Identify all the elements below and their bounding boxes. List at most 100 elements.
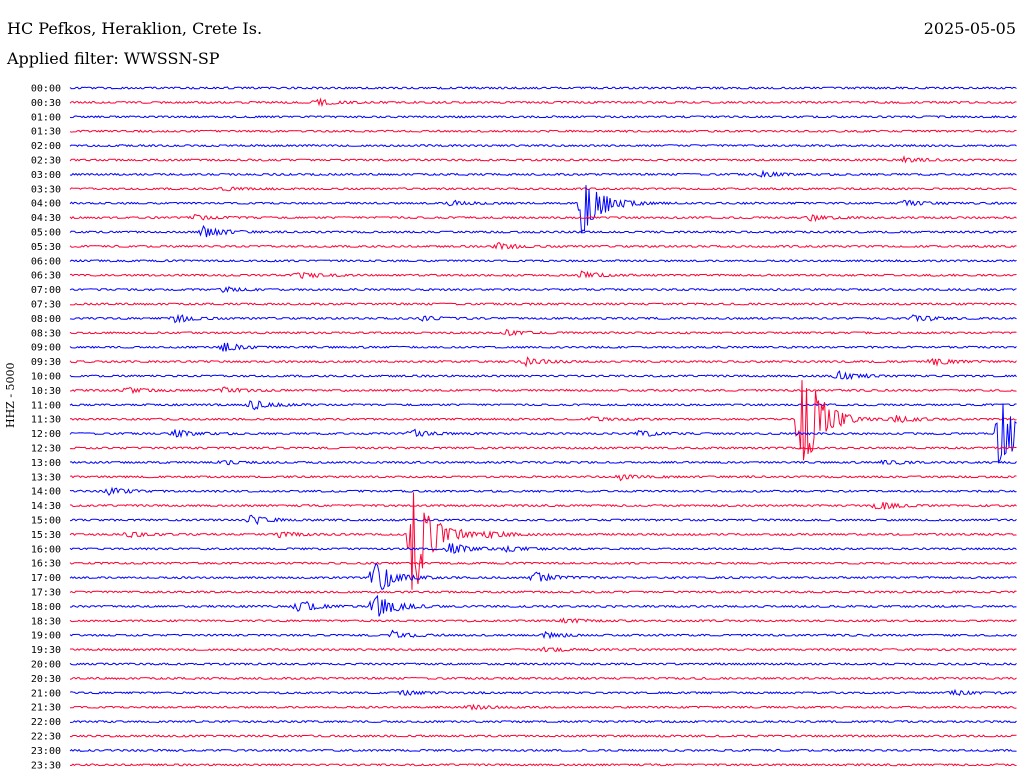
trace-row-1330 — [69, 474, 1017, 482]
trace-row-0400 — [69, 185, 1017, 234]
trace-row-0730 — [69, 302, 1017, 306]
row-time-label: 12:00 — [31, 429, 61, 440]
trace-row-1730 — [69, 590, 1017, 594]
row-time-label: 21:30 — [31, 703, 61, 714]
trace-row-2030 — [69, 676, 1017, 681]
row-time-label: 07:30 — [31, 300, 61, 311]
row-time-label: 22:30 — [31, 732, 61, 743]
row-time-label: 07:00 — [31, 285, 61, 296]
row-time-label: 03:00 — [31, 170, 61, 181]
row-time-label: 04:30 — [31, 213, 61, 224]
trace-row-0900 — [69, 342, 1017, 352]
trace-row-1100 — [69, 400, 1017, 411]
trace-row-1800 — [69, 594, 1017, 617]
row-time-label: 19:00 — [31, 631, 61, 642]
row-time-label: 10:30 — [31, 386, 61, 397]
trace-row-1530 — [69, 492, 1017, 590]
row-time-label: 00:30 — [31, 98, 61, 109]
trace-row-0630 — [69, 270, 1017, 279]
trace-row-1700 — [69, 562, 1017, 591]
row-time-label: 09:00 — [31, 343, 61, 354]
row-time-label: 08:30 — [31, 328, 61, 339]
row-time-label: 13:00 — [31, 458, 61, 469]
row-time-label: 12:30 — [31, 444, 61, 455]
trace-row-1900 — [69, 629, 1017, 640]
row-time-label: 11:30 — [31, 415, 61, 426]
trace-row-1230 — [69, 446, 1017, 450]
row-time-label: 01:00 — [31, 112, 61, 123]
row-time-label: 05:30 — [31, 242, 61, 253]
trace-row-0200 — [69, 143, 1017, 148]
row-time-label: 11:00 — [31, 400, 61, 411]
trace-row-0100 — [69, 115, 1017, 119]
trace-row-0130 — [69, 129, 1017, 133]
row-time-label: 06:30 — [31, 271, 61, 282]
date-label: 2025-05-05 — [923, 19, 1016, 38]
trace-row-1200 — [69, 403, 1017, 465]
trace-row-0000 — [69, 86, 1017, 90]
row-time-label: 20:30 — [31, 674, 61, 685]
row-time-label: 01:30 — [31, 127, 61, 138]
trace-row-0030 — [69, 97, 1017, 108]
trace-row-1300 — [69, 459, 1017, 466]
row-time-label: 13:30 — [31, 472, 61, 483]
row-time-label: 02:00 — [31, 141, 61, 152]
trace-row-1000 — [69, 370, 1017, 381]
trace-row-1500 — [69, 514, 1017, 526]
trace-row-0330 — [69, 186, 1017, 192]
row-time-label: 23:00 — [31, 746, 61, 757]
trace-row-0700 — [69, 285, 1017, 293]
trace-row-0230 — [69, 155, 1017, 164]
trace-row-1400 — [69, 486, 1017, 496]
row-time-label: 00:00 — [31, 84, 61, 95]
row-time-label: 17:00 — [31, 573, 61, 584]
row-time-label: 23:30 — [31, 760, 61, 771]
row-time-label: 21:00 — [31, 688, 61, 699]
trace-row-0830 — [69, 329, 1017, 337]
row-time-label: 02:30 — [31, 156, 61, 167]
trace-row-0930 — [69, 356, 1017, 368]
trace-row-1600 — [69, 543, 1017, 554]
row-time-label: 15:00 — [31, 516, 61, 527]
trace-row-1130 — [69, 380, 1017, 461]
trace-row-2300 — [69, 748, 1017, 753]
row-time-label: 18:00 — [31, 602, 61, 613]
trace-row-1630 — [69, 561, 1017, 565]
trace-row-1430 — [69, 502, 1017, 510]
row-time-label: 16:30 — [31, 559, 61, 570]
trace-row-2330 — [69, 763, 1017, 767]
trace-row-1830 — [69, 617, 1017, 624]
row-time-label: 05:00 — [31, 228, 61, 239]
row-time-label: 22:00 — [31, 717, 61, 728]
station-title: HC Pefkos, Heraklion, Crete Is. — [7, 19, 263, 38]
trace-row-0500 — [69, 224, 1017, 238]
row-time-label: 14:30 — [31, 501, 61, 512]
trace-row-0530 — [69, 241, 1017, 251]
trace-row-2230 — [69, 734, 1017, 738]
row-time-label: 10:00 — [31, 372, 61, 383]
trace-row-1930 — [69, 646, 1017, 653]
trace-row-2100 — [69, 688, 1017, 697]
trace-row-0300 — [69, 169, 1017, 178]
trace-row-0600 — [69, 259, 1017, 263]
row-time-label: 03:30 — [31, 184, 61, 195]
row-time-label: 04:00 — [31, 199, 61, 210]
row-time-label: 15:30 — [31, 530, 61, 541]
row-time-label: 19:30 — [31, 645, 61, 656]
row-time-label: 14:00 — [31, 487, 61, 498]
row-time-label: 17:30 — [31, 588, 61, 599]
trace-row-0430 — [69, 214, 1017, 223]
trace-row-2000 — [69, 662, 1017, 666]
row-time-label: 08:00 — [31, 314, 61, 325]
row-time-label: 18:30 — [31, 616, 61, 627]
row-time-label: 16:00 — [31, 544, 61, 555]
trace-row-0800 — [69, 313, 1017, 324]
row-time-label: 06:00 — [31, 256, 61, 267]
row-time-label: 20:00 — [31, 660, 61, 671]
trace-row-2200 — [70, 719, 1017, 724]
row-time-label: 09:30 — [31, 357, 61, 368]
trace-row-2130 — [70, 703, 1017, 711]
trace-row-1030 — [69, 386, 1017, 395]
filter-label: Applied filter: WWSSN-SP — [7, 49, 220, 68]
